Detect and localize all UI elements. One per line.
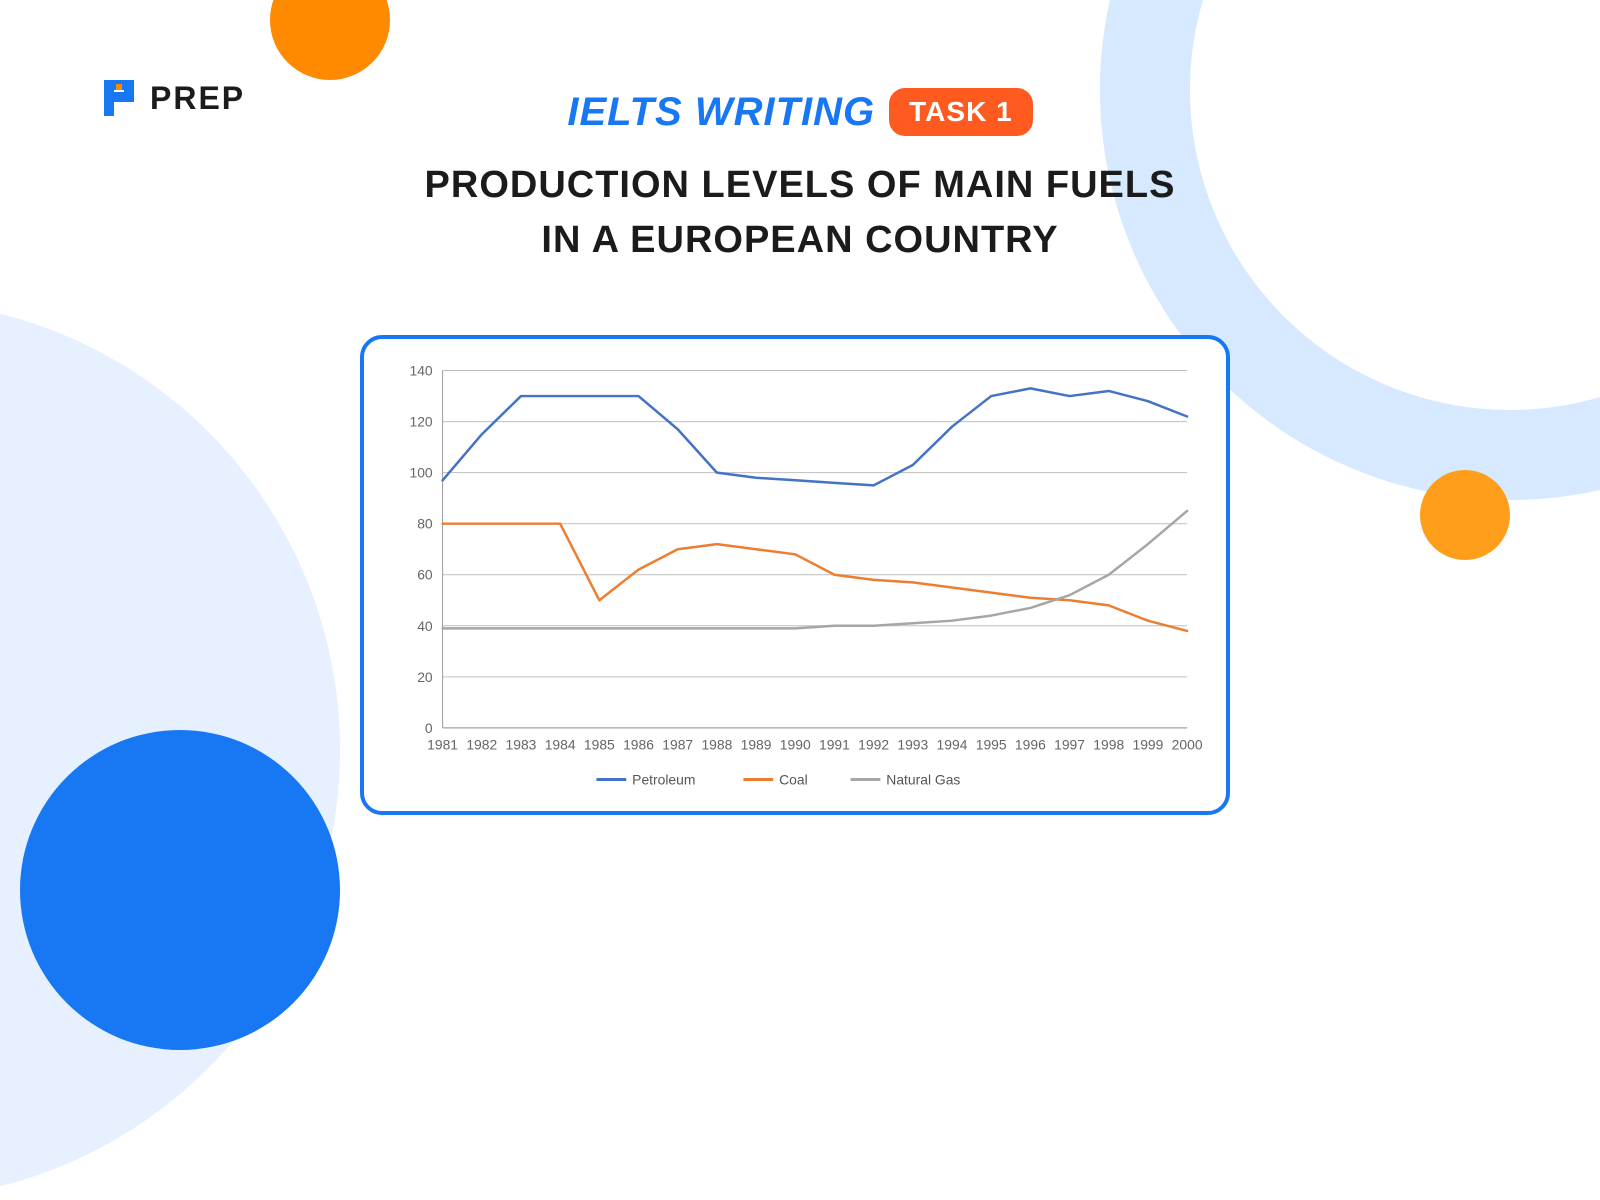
svg-text:Petroleum: Petroleum (632, 771, 695, 787)
svg-text:1993: 1993 (897, 737, 928, 753)
svg-text:1982: 1982 (466, 737, 497, 753)
svg-text:60: 60 (417, 567, 433, 583)
svg-text:1999: 1999 (1132, 737, 1163, 753)
title-line-1: PRODUCTION LEVELS OF MAIN FUELS (425, 164, 1176, 206)
svg-text:1986: 1986 (623, 737, 654, 753)
heading-line-2: PRODUCTION LEVELS OF MAIN FUELS IN A EUR… (0, 158, 1600, 268)
svg-text:1989: 1989 (741, 737, 772, 753)
heading-block: IELTS WRITING TASK 1 PRODUCTION LEVELS O… (0, 88, 1600, 268)
deco-bottom-blue (20, 730, 340, 1050)
svg-text:2000: 2000 (1172, 737, 1202, 753)
svg-text:1985: 1985 (584, 737, 615, 753)
svg-text:120: 120 (410, 414, 433, 430)
svg-text:140: 140 (410, 363, 433, 379)
svg-text:1996: 1996 (1015, 737, 1046, 753)
deco-right-orange (1420, 470, 1510, 560)
ielts-writing-text: IELTS WRITING (567, 90, 875, 135)
svg-text:20: 20 (417, 669, 433, 685)
svg-text:1997: 1997 (1054, 737, 1085, 753)
svg-text:1988: 1988 (701, 737, 732, 753)
svg-text:0: 0 (425, 720, 433, 736)
svg-text:100: 100 (410, 465, 433, 481)
svg-text:1998: 1998 (1093, 737, 1124, 753)
svg-text:80: 80 (417, 516, 433, 532)
heading-line-1: IELTS WRITING TASK 1 (567, 88, 1032, 136)
svg-text:40: 40 (417, 618, 433, 634)
svg-text:1995: 1995 (976, 737, 1007, 753)
svg-text:1983: 1983 (506, 737, 537, 753)
svg-text:1987: 1987 (662, 737, 693, 753)
svg-text:1992: 1992 (858, 737, 889, 753)
svg-text:1981: 1981 (427, 737, 458, 753)
svg-text:1984: 1984 (545, 737, 576, 753)
svg-text:1990: 1990 (780, 737, 811, 753)
svg-text:Coal: Coal (779, 771, 808, 787)
svg-text:1994: 1994 (937, 737, 968, 753)
chart-panel: 0 20 40 60 80 100 120 140 1981 1982 1983 1984 1985 19… (360, 335, 1230, 815)
task-badge: TASK 1 (889, 88, 1033, 136)
title-line-2: IN A EUROPEAN COUNTRY (541, 219, 1058, 261)
svg-text:Natural Gas: Natural Gas (886, 771, 960, 787)
svg-text:1991: 1991 (819, 737, 850, 753)
deco-top-orange (270, 0, 390, 80)
line-chart: 0 20 40 60 80 100 120 140 1981 1982 1983 1984 1985 19… (388, 357, 1202, 801)
